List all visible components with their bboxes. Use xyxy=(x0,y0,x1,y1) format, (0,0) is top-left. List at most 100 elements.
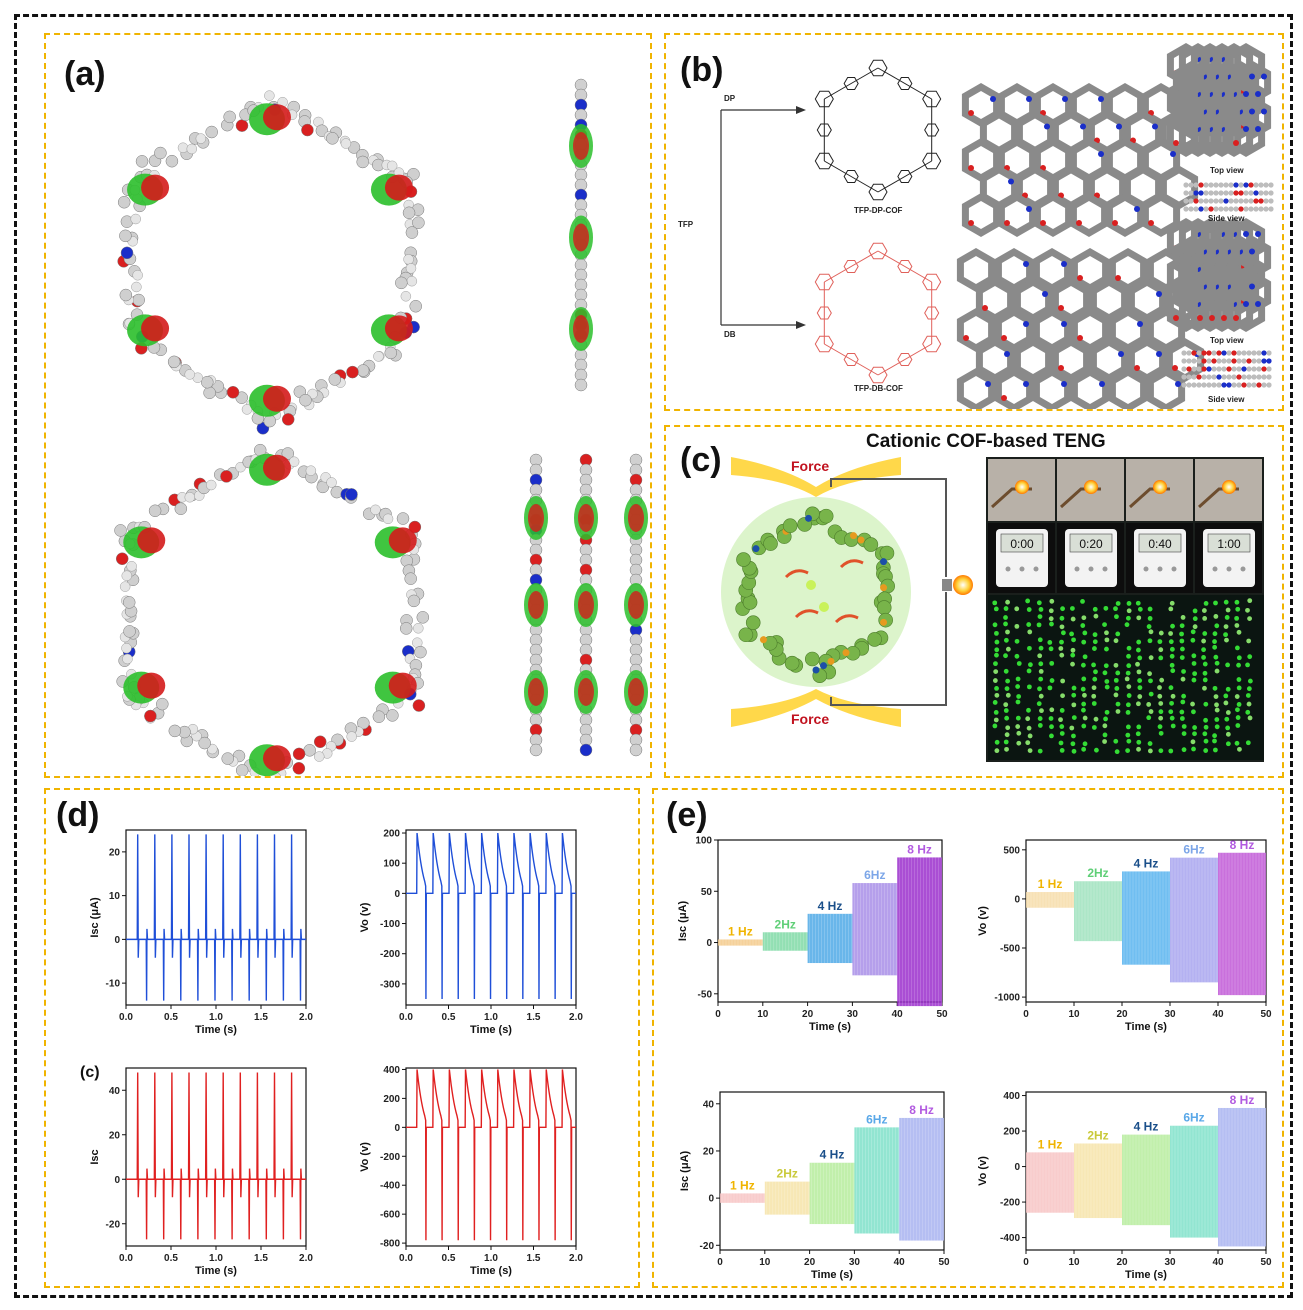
side-view-label-1: Side view xyxy=(1208,214,1245,223)
cof-top-name: TFP-DP-COF xyxy=(854,206,903,215)
y-tick-label: -200 xyxy=(380,949,400,960)
y-axis-label: Isc xyxy=(89,1149,101,1164)
y-tick-label: 200 xyxy=(1003,1127,1020,1138)
frequency-label: 2Hz xyxy=(777,1167,798,1181)
y-tick-label: -200 xyxy=(380,1152,400,1163)
x-tick-label: 50 xyxy=(936,1009,948,1020)
tfp-dp-cof-structure xyxy=(814,59,942,201)
panel-c-label: (c) xyxy=(680,441,722,479)
x-tick-label: 1.0 xyxy=(484,1012,498,1023)
cof-bottom-name: TFP-DB-COF xyxy=(854,384,903,393)
x-tick-label: 40 xyxy=(894,1257,906,1268)
x-tick-label: 10 xyxy=(1068,1009,1080,1020)
frequency-label: 2Hz xyxy=(1087,866,1108,880)
frequency-label: 6Hz xyxy=(866,1112,887,1126)
series-line xyxy=(406,1069,576,1241)
y-tick-label: -500 xyxy=(1000,944,1020,955)
panel-b-label: (b) xyxy=(680,51,724,89)
y-tick-label: 400 xyxy=(383,1065,400,1076)
panel-c: (c) Cationic COF-based TENG Force Force … xyxy=(664,425,1284,778)
x-tick-label: 10 xyxy=(759,1257,771,1268)
x-tick-label: 50 xyxy=(938,1257,950,1268)
y-tick-label: 10 xyxy=(109,891,121,902)
frequency-band xyxy=(899,1117,944,1241)
panel-a-molecules xyxy=(114,78,648,776)
panel-b-scheme: DP TFP DB TFP-DP-COF TFP-DB-COF Top view… xyxy=(678,42,1274,409)
frequency-band xyxy=(1218,1107,1266,1247)
x-tick-label: 2.0 xyxy=(569,1253,583,1264)
frequency-band xyxy=(1074,1143,1122,1219)
frequency-label: 8 Hz xyxy=(1230,838,1255,852)
y-tick-label: 0 xyxy=(1014,894,1020,905)
panel-a: (a) xyxy=(44,33,652,778)
y-axis-label: Vo (v) xyxy=(359,902,371,932)
frequency-label: 6Hz xyxy=(1183,843,1204,857)
y-tick-label: -300 xyxy=(380,979,400,990)
y-tick-label: -50 xyxy=(698,989,713,1000)
x-axis-label: Time (s) xyxy=(470,1024,512,1036)
y-tick-label: -20 xyxy=(106,1219,121,1230)
frequency-label: 8 Hz xyxy=(907,842,932,856)
x-tick-label: 30 xyxy=(849,1257,861,1268)
x-tick-label: 20 xyxy=(804,1257,816,1268)
chart-e2: 0 10 20 30 40 50 -1000 -500 0 500 Time (s) Vo (v) 1 … xyxy=(977,838,1272,1033)
panel-d-label: (d) xyxy=(56,796,100,834)
x-tick-label: 2.0 xyxy=(569,1012,583,1023)
x-tick-label: 1.0 xyxy=(209,1253,223,1264)
chart-d2: 0.0 0.5 1.0 1.5 2.0 -300 -200 -100 0 100 200 Time (… xyxy=(359,829,583,1036)
frequency-label: 1 Hz xyxy=(730,1178,755,1192)
y-tick-label: 0 xyxy=(708,1194,714,1205)
y-tick-label: -400 xyxy=(1000,1233,1020,1244)
x-tick-label: 30 xyxy=(1164,1009,1176,1020)
y-tick-label: -200 xyxy=(1000,1198,1020,1209)
top-view-label-1: Top view xyxy=(1210,166,1244,175)
x-tick-label: 10 xyxy=(757,1009,769,1020)
cof-ring-bottom xyxy=(114,443,430,776)
x-tick-label: 0.0 xyxy=(119,1012,133,1023)
series-line xyxy=(126,1072,306,1240)
y-tick-label: 20 xyxy=(703,1146,715,1157)
y-axis-label: Vo (v) xyxy=(359,1142,371,1172)
x-tick-label: 0 xyxy=(1023,1009,1029,1020)
frequency-band xyxy=(1170,1125,1218,1238)
x-tick-label: 1.5 xyxy=(254,1253,268,1264)
x-tick-label: 20 xyxy=(1116,1009,1128,1020)
x-tick-label: 2.0 xyxy=(299,1012,313,1023)
x-tick-label: 0 xyxy=(715,1009,721,1020)
frequency-label: 4 Hz xyxy=(820,1148,845,1162)
x-axis-label: Time (s) xyxy=(811,1269,853,1281)
tfp-db-lattice xyxy=(956,247,1205,409)
x-tick-label: 2.0 xyxy=(299,1253,313,1264)
frequency-label: 1 Hz xyxy=(1038,877,1063,891)
x-tick-label: 30 xyxy=(1164,1257,1176,1268)
force-plate-top xyxy=(731,457,901,497)
y-axis-label: Isc (μA) xyxy=(677,900,689,941)
x-tick-label: 40 xyxy=(1212,1009,1224,1020)
y-tick-label: -400 xyxy=(380,1181,400,1192)
x-axis-label: Time (s) xyxy=(809,1021,851,1033)
y-tick-label: 0 xyxy=(394,889,400,900)
timer-readout: 0:40 xyxy=(1148,537,1172,551)
x-axis-label: Time (s) xyxy=(195,1024,237,1036)
dp-label: DP xyxy=(724,94,736,103)
timer-readout: 0:00 xyxy=(1010,537,1034,551)
y-tick-label: 200 xyxy=(383,829,400,840)
frequency-label: 8 Hz xyxy=(1230,1093,1255,1107)
x-axis-label: Time (s) xyxy=(1125,1021,1167,1033)
y-tick-label: 500 xyxy=(1003,845,1020,856)
y-tick-label: 400 xyxy=(1003,1091,1020,1102)
tfp-dp-lattice xyxy=(961,82,1199,238)
x-axis-label: Time (s) xyxy=(195,1265,237,1277)
chart-d4: 0.0 0.5 1.0 1.5 2.0 -800 -600 -400 -200 0 200 400 Ti… xyxy=(359,1065,583,1277)
tfp-db-cof-structure xyxy=(814,242,942,384)
panel-a-label: (a) xyxy=(64,55,106,93)
side-view-label-2: Side view xyxy=(1208,395,1245,404)
x-tick-label: 0 xyxy=(717,1257,723,1268)
panel-d-sublabel: (c) xyxy=(80,1064,100,1081)
frequency-band xyxy=(1218,852,1266,996)
plot-frame xyxy=(125,1067,307,1247)
cof-side-stack-bottom xyxy=(524,453,648,757)
db-label: DB xyxy=(724,330,736,339)
